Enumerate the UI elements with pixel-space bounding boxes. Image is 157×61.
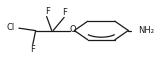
Text: F: F <box>30 45 35 54</box>
Text: NH₂: NH₂ <box>138 26 154 35</box>
Text: F: F <box>62 8 67 17</box>
Text: O: O <box>69 25 76 34</box>
Text: F: F <box>45 7 50 16</box>
Text: Cl: Cl <box>7 23 15 32</box>
